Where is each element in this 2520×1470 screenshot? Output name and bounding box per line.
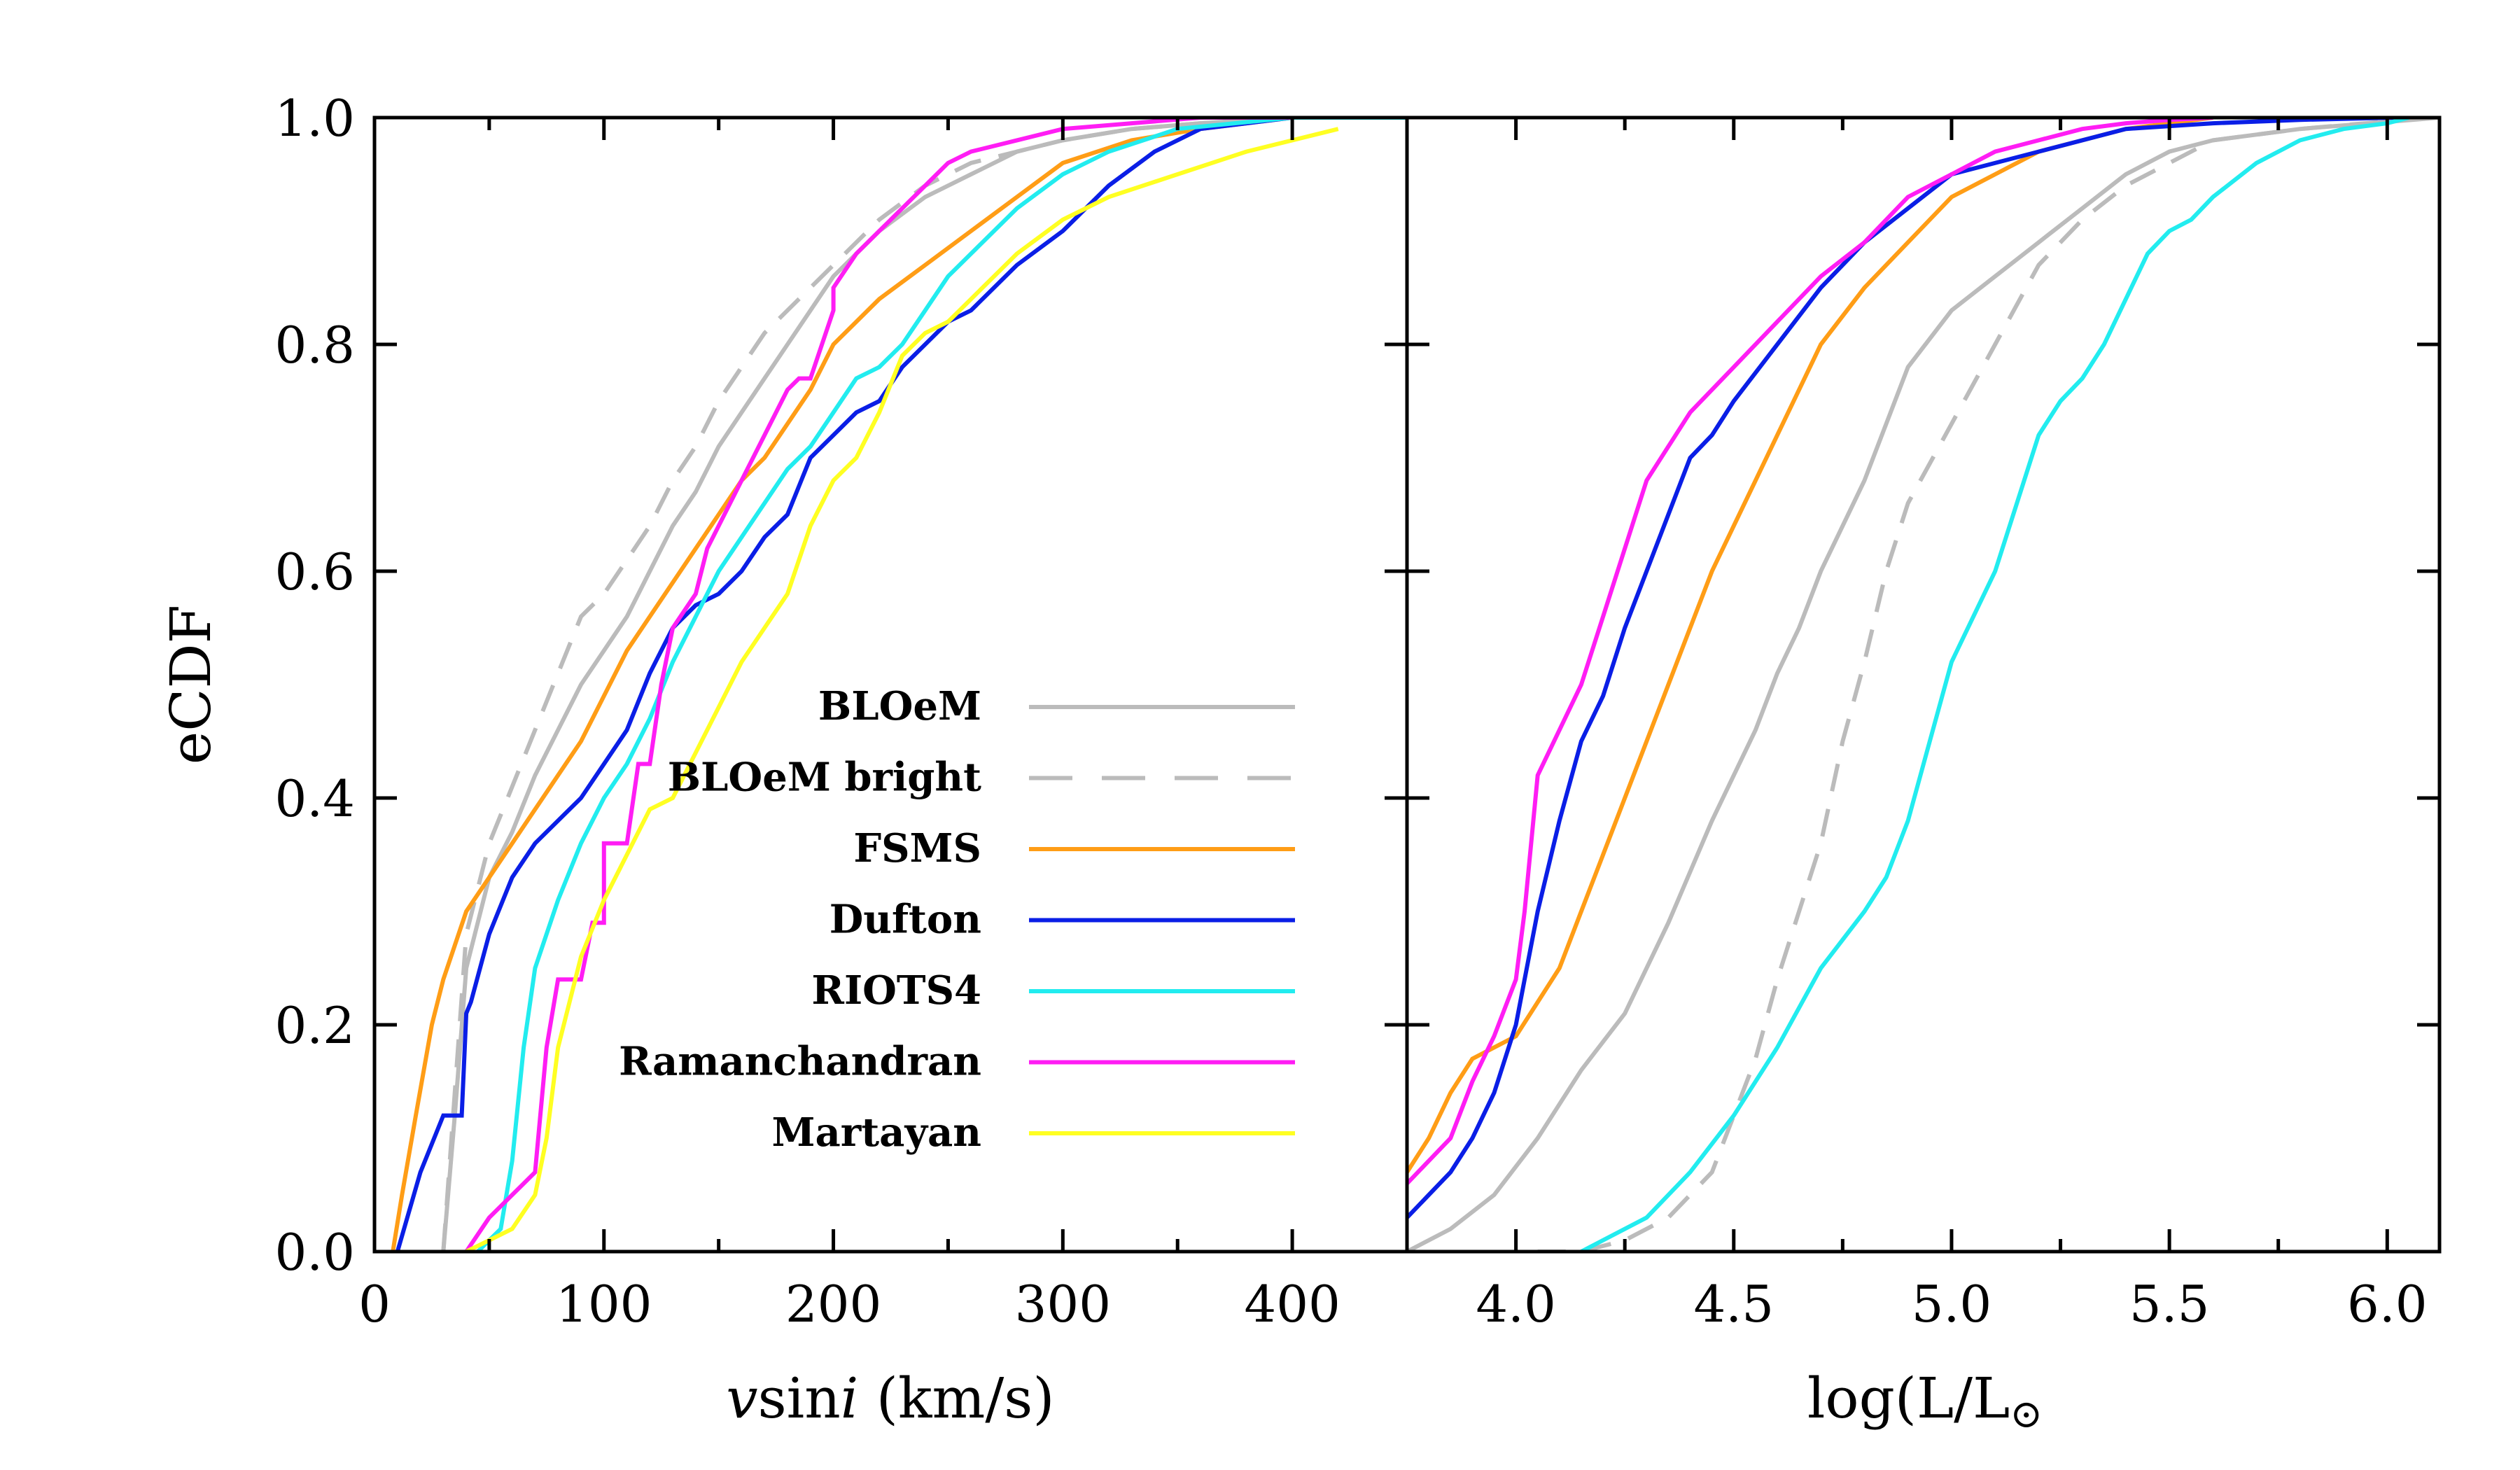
left-series-bloem-bright-dashed (441, 118, 1407, 1252)
left-series-group (391, 118, 1407, 1252)
legend-label-dufton: Dufton (830, 897, 981, 943)
y-tick-label: 1.0 (274, 89, 355, 148)
left-series-riots4 (476, 118, 1407, 1252)
legend-label-ramanchandran: Ramanchandran (619, 1039, 981, 1085)
legend-label-riots4: RIOTS4 (811, 967, 981, 1014)
right-series-bloem-bright-dashed (1537, 118, 2431, 1252)
left-x-tick-label: 300 (1015, 1275, 1111, 1334)
xlabel-sin: sin (758, 1366, 841, 1431)
left-series-bloem (441, 118, 1407, 1252)
left-x-tick-label: 400 (1244, 1275, 1340, 1334)
right-xlabel-main: log(L/L (1807, 1366, 2010, 1431)
y-tick-label: 0.6 (274, 542, 355, 601)
legend-label-bloem: BLOeM (818, 683, 981, 729)
left-series-dufton (395, 118, 1407, 1252)
right-series-group (1407, 118, 2440, 1252)
legend-label-fsms: FSMS (853, 825, 981, 872)
right-panel-luminosity: 4.0 4.5 5.0 5.5 6.0 log(L/L⊙ (1405, 115, 2442, 1437)
right-series-fsms (1407, 118, 2213, 1174)
right-ticks-group: 4.0 4.5 5.0 5.5 6.0 (1405, 115, 2440, 1334)
xlabel-units: (km/s) (858, 1366, 1054, 1431)
y-tick-label: 0.8 (274, 316, 355, 374)
left-series-fsms (391, 118, 1407, 1252)
left-x-axis-title: vsini (km/s) (726, 1366, 1054, 1431)
left-panel-vsini: 0 100 200 300 400 0.0 0.2 0.4 0.6 0.8 1.0 vsini (k… (274, 89, 1409, 1431)
right-x-tick-label: 4.0 (1476, 1275, 1556, 1334)
left-ticks-group: 0 100 200 300 400 0.0 0.2 0.4 0.6 0.8 1.0 (274, 89, 1409, 1334)
right-series-ramanchandran (1407, 118, 2213, 1185)
right-series-dufton (1407, 118, 2396, 1219)
left-x-tick-label: 100 (556, 1275, 652, 1334)
y-axis-title: eCDF (158, 605, 223, 764)
right-x-tick-label: 6.0 (2347, 1275, 2428, 1334)
left-x-tick-label: 200 (785, 1275, 881, 1334)
xlabel-i: i (841, 1366, 859, 1431)
right-x-tick-label: 4.5 (1694, 1275, 1774, 1334)
right-x-axis-title: log(L/L⊙ (1807, 1366, 2043, 1437)
right-series-riots4 (1580, 118, 2410, 1252)
left-x-tick-label: 0 (358, 1275, 391, 1334)
legend-label-martayan: Martayan (772, 1110, 981, 1156)
right-x-tick-label: 5.5 (2129, 1275, 2210, 1334)
y-tick-label: 0.0 (274, 1223, 355, 1282)
legend-label-bloem-bright-dashed: BLOeM bright (668, 755, 981, 801)
right-x-tick-label: 5.0 (1912, 1275, 1992, 1334)
right-xlabel-sun-symbol: ⊙ (2010, 1392, 2043, 1437)
right-panel-frame (1405, 115, 2442, 1254)
y-tick-label: 0.4 (274, 769, 355, 828)
left-series-martayan (465, 127, 1339, 1252)
right-series-bloem (1407, 118, 2440, 1252)
xlabel-v: v (726, 1366, 757, 1431)
legend: BLOeM BLOeM bright FSMS Dufton RIOTS4 Ramanch… (619, 683, 1295, 1156)
y-tick-label: 0.2 (274, 996, 355, 1055)
